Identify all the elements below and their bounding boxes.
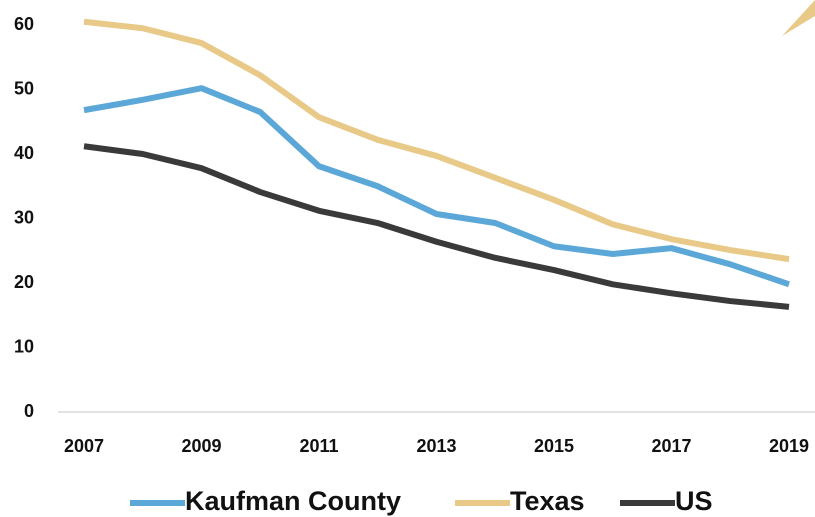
x-tick-label: 2011: [299, 436, 338, 456]
legend-label: Kaufman County: [185, 486, 401, 516]
x-tick-label: 2007: [64, 436, 104, 456]
legend-label: US: [675, 486, 713, 516]
y-tick-label: 50: [14, 78, 34, 98]
y-tick-label: 40: [14, 143, 34, 163]
x-tick-label: 2015: [534, 436, 574, 456]
x-tick-label: 2019: [769, 436, 809, 456]
series-line: [83, 85, 790, 288]
decoration: [782, 0, 815, 36]
y-tick-label: 60: [14, 14, 34, 34]
y-tick-label: 0: [24, 401, 34, 421]
legend-label: Texas: [510, 486, 585, 516]
y-tick-label: 10: [14, 336, 34, 356]
y-tick-label: 20: [14, 272, 34, 292]
series-line: [83, 143, 790, 310]
x-tick-label: 2017: [651, 436, 691, 456]
x-tick-label: 2009: [181, 436, 221, 456]
series-line: [83, 18, 790, 263]
x-tick-label: 2013: [416, 436, 456, 456]
y-tick-label: 30: [14, 207, 34, 227]
